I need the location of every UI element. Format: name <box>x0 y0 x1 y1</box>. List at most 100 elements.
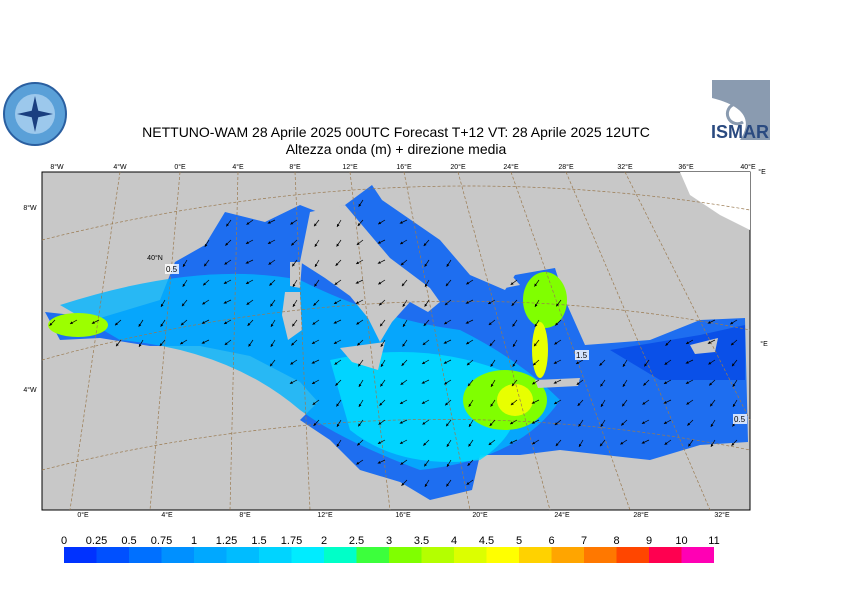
arrow-head <box>314 243 318 247</box>
arrow-head <box>378 221 382 225</box>
arrow-head <box>270 303 274 307</box>
arrow-head <box>488 301 492 305</box>
arrow-head <box>642 401 646 405</box>
legend-swatch <box>129 547 162 563</box>
arrow-head <box>246 302 250 305</box>
top-label: 8°E <box>289 163 301 171</box>
arrow-head <box>707 321 711 324</box>
land <box>535 378 580 388</box>
legend-swatch <box>551 547 584 563</box>
arrow-head <box>399 221 403 224</box>
arrow-head <box>377 261 381 264</box>
arrow-head <box>180 322 184 326</box>
arrow-head <box>267 241 271 244</box>
arrow-head <box>422 342 426 345</box>
arrow-head <box>223 281 227 284</box>
arrow-head <box>160 323 164 327</box>
legend-label: 1 <box>191 535 197 547</box>
arrow-head <box>467 383 471 387</box>
left-logo <box>3 82 67 146</box>
arrow-head <box>377 441 381 444</box>
arrow-head <box>731 442 735 446</box>
arrow-head <box>512 343 516 347</box>
legend-label: 0.75 <box>151 535 172 547</box>
arrow-head <box>510 282 514 285</box>
bottom-label: 16°E <box>395 511 411 519</box>
arrow-head <box>245 241 249 244</box>
land <box>282 292 302 340</box>
arrow-head <box>709 382 713 386</box>
arrow-head <box>533 362 536 366</box>
arrow-head <box>664 442 668 445</box>
legend: 0 0.25 0.5 0.75 1 1.25 1.5 1.75 2 2.5 3 3.5 4 4.5 5 6 7 8… <box>61 535 720 563</box>
arrow-head <box>311 381 315 384</box>
arrow-head <box>201 341 205 344</box>
arrow-head <box>356 261 360 264</box>
arrow-head <box>380 323 383 327</box>
arrow-head <box>378 281 382 285</box>
legend-label: 2.5 <box>349 535 364 547</box>
arrow-head <box>512 363 516 367</box>
arrow-head <box>138 343 142 347</box>
arrow-head <box>204 263 207 267</box>
title: NETTUNO-WAM 28 Aprile 2025 00UTC Forecas… <box>142 124 650 140</box>
arrow-head <box>379 302 382 306</box>
arrow-head <box>644 363 648 367</box>
arrow-head <box>311 341 315 344</box>
arrow-head <box>401 283 405 287</box>
top-label: 20°E <box>450 163 466 171</box>
bottom-label: 20°E <box>472 511 488 519</box>
arrow-head <box>203 282 207 286</box>
arrow-head <box>333 301 337 304</box>
arrow-head <box>620 441 624 445</box>
arrow-head <box>224 261 228 265</box>
arrow-head <box>356 461 360 465</box>
arrow-head <box>292 323 295 327</box>
arrow-head <box>380 383 384 387</box>
arrow-head <box>314 223 317 227</box>
arrow-head <box>402 343 406 347</box>
arrow-head <box>510 402 514 406</box>
arrow-head <box>688 443 691 447</box>
arrow-head <box>446 263 450 267</box>
arrow-head <box>686 341 690 344</box>
legend-swatch <box>681 547 714 563</box>
arrow-head <box>488 322 492 326</box>
wave-zone <box>330 352 516 462</box>
arrow-head <box>335 262 339 266</box>
contour-label-bg <box>575 350 589 360</box>
arrow-head <box>291 342 295 346</box>
graticule <box>41 171 751 511</box>
legend-label: 11 <box>708 535 719 547</box>
arrow-head <box>314 263 318 267</box>
arrow-head <box>466 482 470 485</box>
arrow-head <box>358 423 361 427</box>
contour-label: 0.5 <box>166 265 178 274</box>
legend-swatch <box>649 547 682 563</box>
arrow-head <box>424 263 428 267</box>
arrow-head <box>400 241 404 245</box>
legend-swatch <box>259 547 292 563</box>
arrow-head <box>555 322 559 326</box>
arrow-head <box>336 243 340 247</box>
land <box>300 205 440 342</box>
arrow-head <box>534 343 537 347</box>
arrow-head <box>181 303 185 307</box>
arrow-head <box>204 243 208 247</box>
arrow-head <box>531 421 535 424</box>
arrow-head <box>732 423 736 427</box>
top-label: 28°E <box>558 163 574 171</box>
arrow-head <box>444 321 448 325</box>
arrow-head <box>421 401 425 404</box>
arrow-head <box>534 303 538 307</box>
top-label: 24°E <box>503 163 519 171</box>
arrow-head <box>466 362 470 366</box>
arrow-head <box>314 283 318 287</box>
arrow-head <box>292 303 296 307</box>
legend-swatch <box>324 547 357 563</box>
arrow-head <box>490 383 494 387</box>
legend-label: 3 <box>386 535 392 547</box>
legend-swatch <box>194 547 227 563</box>
snow <box>680 172 750 230</box>
